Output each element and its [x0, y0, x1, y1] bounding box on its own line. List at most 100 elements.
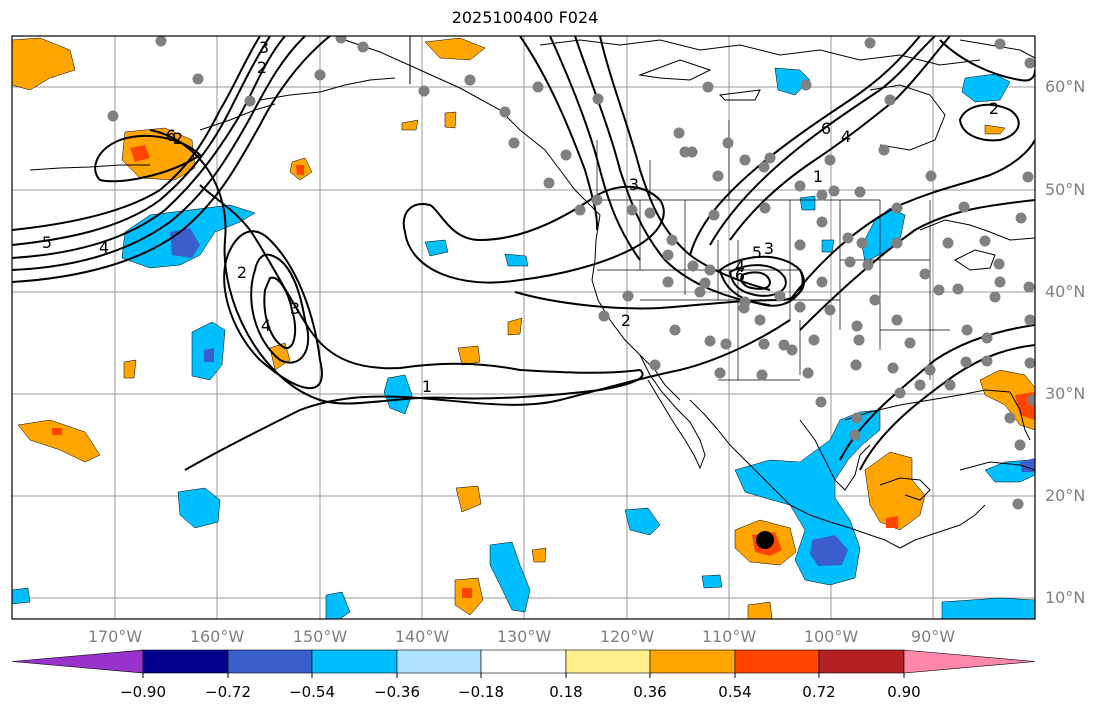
colorbar-segment	[227, 649, 313, 674]
station-dot	[864, 37, 876, 49]
station-dot	[694, 286, 706, 298]
colorbar-segment	[396, 649, 482, 674]
contour-label: 5	[42, 233, 52, 252]
contour-label: 2	[621, 311, 631, 330]
contour-label: 2	[257, 58, 267, 77]
station-dot	[708, 209, 720, 221]
contour-label: 3	[290, 299, 300, 318]
lat-label: 50°N	[1045, 180, 1086, 199]
contour-label: 3	[629, 175, 639, 194]
station-dot	[686, 146, 698, 158]
station-markers	[107, 36, 1035, 510]
station-dot	[754, 314, 766, 326]
station-dot	[1024, 314, 1035, 326]
colorbar-tick-label: 0.36	[633, 683, 667, 701]
station-dot	[758, 161, 770, 173]
station-dot	[853, 334, 865, 346]
station-dot	[704, 335, 716, 347]
colorbar-tick-label: 0.54	[718, 683, 752, 701]
station-dot	[626, 204, 638, 216]
lon-label: 130°W	[496, 627, 552, 646]
station-dot	[981, 332, 993, 344]
station-dot	[979, 235, 991, 247]
station-dot	[786, 344, 798, 356]
station-dot	[794, 301, 806, 313]
station-dot	[942, 237, 954, 249]
station-dot	[687, 260, 699, 272]
station-dot	[851, 320, 863, 332]
contour-label: 5	[752, 243, 762, 262]
station-dot	[925, 170, 937, 182]
station-dot	[244, 95, 256, 107]
station-dot	[662, 276, 674, 288]
station-dot	[418, 85, 430, 97]
coastlines	[29, 36, 1035, 549]
colorbar-tick-label: −0.72	[205, 683, 251, 701]
lon-label: 90°W	[910, 627, 956, 646]
lon-label: 110°W	[701, 627, 757, 646]
station-dot	[816, 189, 828, 201]
station-dot	[994, 38, 1006, 50]
station-dot	[816, 216, 828, 228]
contour-label: 4	[261, 316, 271, 335]
map-border	[11, 35, 1036, 620]
station-dot	[543, 177, 555, 189]
station-dot	[666, 234, 678, 246]
colorbar-segment	[818, 649, 905, 674]
station-dot	[850, 359, 862, 371]
station-dot	[758, 338, 770, 350]
station-dot	[849, 429, 861, 441]
station-dot	[756, 369, 768, 381]
station-dot	[944, 379, 956, 391]
lon-label: 140°W	[394, 627, 450, 646]
station-dot	[981, 355, 993, 367]
storm-center-marker	[756, 531, 774, 549]
station-dot	[1014, 439, 1026, 451]
contour-label: 4	[735, 257, 745, 276]
station-dot	[1015, 212, 1027, 224]
station-dot	[1024, 57, 1035, 69]
lon-label: 150°W	[292, 627, 348, 646]
station-dot	[891, 237, 903, 249]
station-dot	[924, 364, 936, 376]
colorbar-segment	[903, 649, 1036, 674]
station-dot	[884, 94, 896, 106]
contour-label: 6	[821, 119, 831, 138]
colorbar-segments	[11, 649, 1036, 678]
station-dot	[357, 41, 369, 53]
station-dot	[933, 284, 945, 296]
station-dot	[815, 396, 827, 408]
station-dot	[739, 296, 751, 308]
colorbar-tick-label: −0.18	[458, 683, 504, 701]
station-dot	[914, 379, 926, 391]
station-dot	[869, 294, 881, 306]
station-dot	[828, 185, 840, 197]
station-dot	[993, 258, 1005, 270]
station-dot	[592, 93, 604, 105]
station-dot	[989, 291, 1001, 303]
station-dot	[851, 412, 863, 424]
station-dot	[704, 264, 716, 276]
station-dot	[878, 144, 890, 156]
station-dot	[961, 324, 973, 336]
station-dot	[464, 74, 476, 86]
station-dot	[919, 268, 931, 280]
station-dot	[155, 36, 167, 47]
station-dot	[644, 207, 656, 219]
station-dot	[800, 79, 812, 91]
colorbar-segment	[649, 649, 736, 674]
station-dot	[622, 290, 634, 302]
station-dot	[759, 202, 771, 214]
colorbar-segment	[734, 649, 820, 674]
colorbar-tick-label: 0.18	[549, 683, 583, 701]
station-dot	[816, 276, 828, 288]
station-dot	[824, 154, 836, 166]
station-dot	[508, 137, 520, 149]
lat-label: 10°N	[1045, 588, 1086, 607]
lat-label: 20°N	[1045, 486, 1086, 505]
station-dot	[702, 81, 714, 93]
station-dot	[720, 338, 732, 350]
colorbar-tick-label: −0.54	[289, 683, 335, 701]
lat-label: 60°N	[1045, 77, 1086, 96]
